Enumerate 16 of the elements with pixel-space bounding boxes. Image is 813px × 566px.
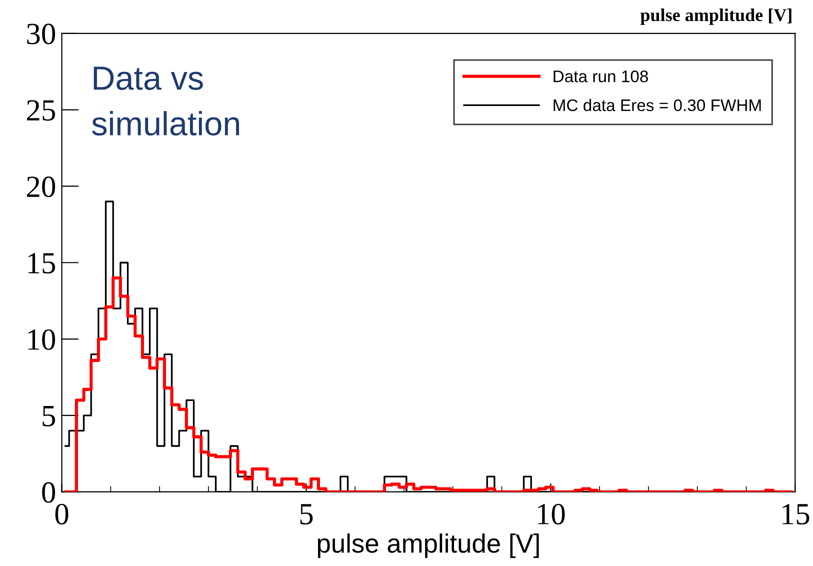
y-tick-label: 0 xyxy=(42,482,56,503)
x-tick-label: 10 xyxy=(538,504,565,524)
y-tick-label: 30 xyxy=(27,24,56,44)
annotation: Data vs simulation xyxy=(92,66,240,136)
y-tick-label: 5 xyxy=(42,406,56,426)
y-tick-label: 10 xyxy=(28,329,56,350)
y-tick-label: 20 xyxy=(27,176,56,198)
x-axis-title: pulse amplitude [V] xyxy=(318,533,539,558)
legend-label: Data run 108 xyxy=(554,70,648,82)
y-tick-label: 15 xyxy=(28,253,56,274)
y-tick-label: 25 xyxy=(27,100,56,121)
x-tick-label: 5 xyxy=(300,504,313,524)
x-tick-label: 0 xyxy=(55,504,68,524)
x-tick-label: 15 xyxy=(782,504,810,524)
chart-title: pulse amplitude [V] xyxy=(640,8,792,25)
legend-label: MC data Eres = 0.30 FWHM xyxy=(554,98,761,112)
